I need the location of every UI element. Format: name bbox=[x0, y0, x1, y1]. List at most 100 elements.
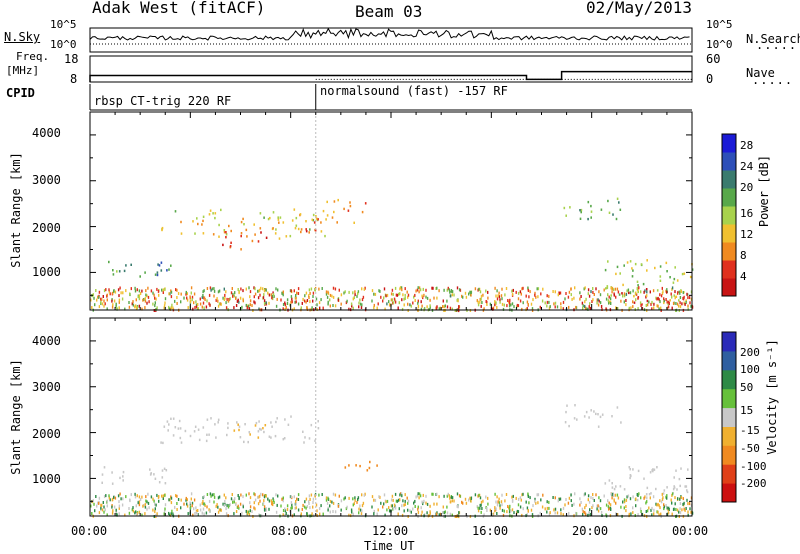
power-clutter-cell bbox=[251, 304, 253, 307]
power-clutter-cell bbox=[508, 301, 511, 305]
power-clutter-cell bbox=[383, 287, 386, 291]
velocity-clutter-cell bbox=[464, 497, 467, 501]
velocity-clutter-cell bbox=[548, 500, 550, 504]
velocity-clutter-cell bbox=[100, 503, 102, 507]
velocity-clutter-cell bbox=[525, 500, 527, 504]
velocity-clutter-cell bbox=[587, 498, 589, 502]
power-clutter-cell bbox=[220, 302, 222, 306]
velocity-clutter-cell bbox=[554, 496, 556, 500]
power-echo-cell bbox=[209, 209, 212, 212]
power-clutter-cell bbox=[540, 292, 542, 296]
velocity-clutter-cell bbox=[417, 492, 419, 496]
velocity-ylabel: Slant Range [km] bbox=[8, 359, 23, 475]
power-clutter-cell bbox=[240, 287, 242, 291]
power-clutter-cell bbox=[588, 294, 591, 298]
power-clutter-cell bbox=[590, 290, 592, 294]
xtick-0: 00:00 bbox=[71, 524, 108, 538]
power-clutter-cell bbox=[364, 286, 366, 290]
power-clutter-cell bbox=[280, 298, 282, 302]
velocity-clutter-cell bbox=[302, 503, 304, 507]
power-clutter-cell bbox=[414, 299, 416, 302]
velocity-clutter-cell bbox=[560, 512, 562, 516]
beam-title: Beam 03 bbox=[355, 2, 423, 21]
velocity-clutter-cell bbox=[146, 500, 148, 504]
power-clutter-cell bbox=[202, 301, 205, 305]
power-clutter-cell bbox=[113, 299, 116, 303]
velocity-clutter-cell bbox=[682, 502, 684, 506]
velocity-clutter-cell bbox=[597, 504, 599, 508]
power-clutter-cell bbox=[662, 290, 664, 294]
velocity-clutter-cell bbox=[617, 496, 620, 500]
velocity-clutter-cell bbox=[407, 499, 410, 503]
power-clutter-cell bbox=[660, 294, 663, 298]
velocity-clutter-cell bbox=[557, 499, 559, 503]
power-clutter-cell bbox=[682, 291, 684, 295]
velocity-clutter-cell bbox=[401, 504, 403, 508]
power-clutter-cell bbox=[570, 287, 572, 291]
power-colorbar-swatch bbox=[722, 206, 736, 225]
velocity-clutter-cell bbox=[567, 501, 570, 505]
velocity-clutter-cell bbox=[325, 498, 328, 502]
velocity-clutter-cell bbox=[476, 505, 478, 509]
power-echo-cell bbox=[610, 294, 612, 297]
power-clutter-cell bbox=[418, 286, 421, 290]
power-clutter-cell bbox=[639, 301, 642, 305]
power-clutter-cell bbox=[314, 288, 316, 292]
velocity-clutter-cell bbox=[97, 501, 99, 505]
velocity-echo-cell bbox=[672, 487, 675, 491]
velocity-echo-cell bbox=[262, 427, 264, 430]
power-cbar-tick-12: 12 bbox=[740, 228, 754, 241]
power-clutter-cell bbox=[371, 289, 374, 293]
power-echo-cell bbox=[580, 210, 582, 214]
velocity-clutter-cell bbox=[318, 493, 320, 497]
power-clutter-cell bbox=[249, 299, 252, 303]
power-clutter-cell bbox=[275, 304, 278, 308]
velocity-clutter-cell bbox=[480, 510, 482, 514]
power-clutter-cell bbox=[138, 297, 141, 301]
power-clutter-cell bbox=[138, 294, 141, 298]
velocity-clutter-cell bbox=[293, 513, 295, 517]
power-clutter-cell bbox=[573, 296, 575, 300]
power-clutter-cell bbox=[403, 297, 405, 301]
velocity-echo-cell bbox=[226, 433, 228, 437]
power-clutter-cell bbox=[117, 288, 120, 292]
velocity-clutter-cell bbox=[172, 512, 174, 516]
power-clutter-cell bbox=[584, 286, 586, 290]
velocity-clutter-cell bbox=[232, 500, 234, 504]
velocity-clutter-cell bbox=[202, 500, 204, 503]
power-clutter-cell bbox=[118, 306, 120, 310]
power-clutter-cell bbox=[534, 291, 536, 295]
power-clutter-cell bbox=[189, 295, 191, 299]
power-clutter-cell bbox=[272, 291, 274, 295]
power-clutter-cell bbox=[98, 290, 101, 294]
velocity-clutter-cell bbox=[607, 505, 610, 509]
power-clutter-cell bbox=[169, 307, 172, 311]
xtick-24: 00:00 bbox=[672, 524, 709, 538]
power-clutter-cell bbox=[106, 298, 108, 302]
power-echo-cell bbox=[208, 213, 211, 216]
velocity-clutter-cell bbox=[605, 513, 607, 517]
velocity-clutter-cell bbox=[253, 492, 255, 496]
power-colorbar-frame bbox=[721, 133, 737, 297]
velocity-clutter-cell bbox=[435, 493, 437, 496]
power-clutter-cell bbox=[537, 287, 540, 291]
velocity-clutter-cell bbox=[98, 511, 101, 515]
power-clutter-cell bbox=[157, 289, 160, 293]
power-clutter-cell bbox=[417, 301, 419, 305]
power-clutter-cell bbox=[146, 301, 148, 305]
power-clutter-cell bbox=[132, 303, 135, 307]
velocity-clutter-cell bbox=[480, 500, 483, 504]
power-clutter-cell bbox=[177, 292, 180, 295]
power-clutter-cell bbox=[152, 291, 154, 295]
noise-sky-line bbox=[89, 27, 690, 42]
power-clutter-cell bbox=[147, 295, 150, 299]
velocity-echo-cell bbox=[274, 434, 277, 438]
xtick-20: 20:00 bbox=[572, 524, 609, 538]
velocity-clutter-cell bbox=[248, 513, 251, 516]
power-clutter-cell bbox=[479, 297, 481, 301]
velocity-clutter-cell bbox=[138, 510, 141, 514]
velocity-clutter-cell bbox=[161, 494, 163, 498]
velocity-clutter-cell bbox=[562, 513, 564, 517]
velocity-clutter-cell bbox=[625, 505, 627, 508]
power-clutter-cell bbox=[683, 301, 685, 305]
